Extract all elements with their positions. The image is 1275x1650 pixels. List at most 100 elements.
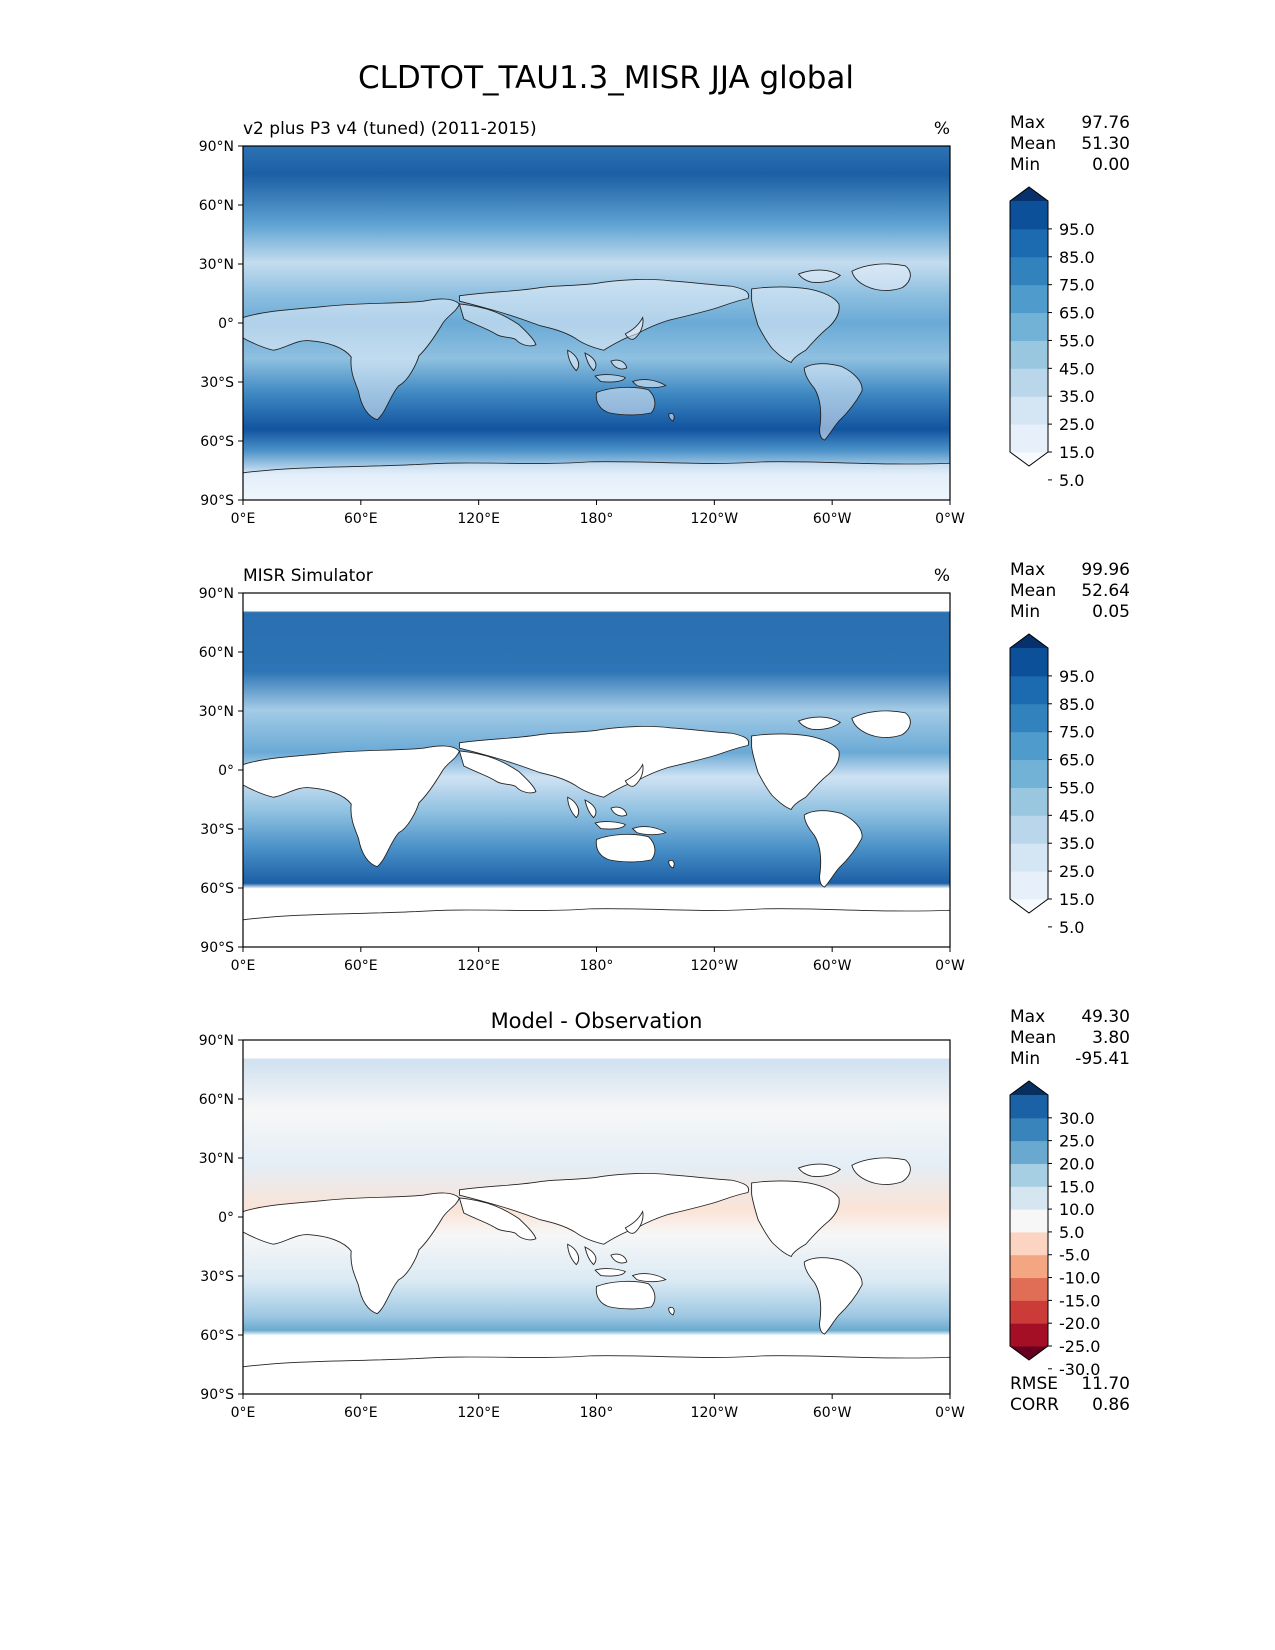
colorbar-segment: [1010, 396, 1048, 425]
colorbar: 95.0 85.0 75.0 65.0 55.0 45.0 35.0 25.0 15.0 5.0: [1009, 633, 1095, 937]
colorbar-segment: [1010, 1323, 1048, 1347]
panel-title: MISR Simulator: [243, 566, 373, 586]
map-panel-1: 90°N 60°N 30°N 0° 30°S 60°S 90°S 0°E 60°E 120°E 18…: [199, 113, 1130, 527]
colorbar-extend-high: [1010, 634, 1048, 648]
lat-tick-label: 30°S: [200, 375, 234, 391]
colorbar-label: 25.0: [1059, 862, 1095, 881]
lat-tick-label: 0°: [218, 316, 234, 332]
lat-tick-label: 0°: [218, 763, 234, 779]
stat-label: Max: [1010, 560, 1045, 580]
colorbar-segment: [1010, 228, 1048, 258]
lat-tick-label: 90°S: [200, 940, 234, 956]
lon-tick-label: 60°E: [344, 511, 378, 527]
stat-label: Min: [1010, 602, 1040, 622]
lon-tick-label: 60°E: [344, 958, 378, 974]
lon-tick-label: 120°E: [457, 511, 500, 527]
colorbar-segment: [1010, 787, 1048, 816]
colorbar-label: 5.0: [1059, 918, 1084, 937]
colorbar-segment: [1010, 201, 1048, 230]
lat-tick-label: 30°S: [200, 822, 234, 838]
stat-label: Mean: [1010, 134, 1056, 154]
lon-tick-label: 120°W: [691, 958, 739, 974]
figure-title: CLDTOT_TAU1.3_MISR JJA global: [358, 60, 854, 96]
stat-value: 3.80: [1092, 1028, 1130, 1048]
lon-tick-label: 60°W: [813, 511, 852, 527]
lon-tick-label: 120°W: [691, 511, 739, 527]
colorbar-segment: [1010, 843, 1048, 872]
colorbar-label: 45.0: [1059, 359, 1095, 378]
stat-label: Min: [1010, 155, 1040, 175]
stat-label: Min: [1010, 1049, 1040, 1069]
colorbar-segment: [1010, 1163, 1048, 1187]
footer-stat-value: 11.70: [1081, 1374, 1130, 1394]
lat-tick-label: 0°: [218, 1210, 234, 1226]
colorbar-label: 15.0: [1059, 443, 1095, 462]
lat-tick-label: 60°N: [199, 198, 234, 214]
panel-title: Model - Observation: [491, 1009, 703, 1033]
lon-tick-label: 60°W: [813, 958, 852, 974]
stat-label: Max: [1010, 113, 1045, 133]
units-label: %: [934, 566, 950, 586]
colorbar-extend-high: [1010, 187, 1048, 201]
colorbar-segment: [1010, 1186, 1048, 1210]
lat-tick-label: 30°S: [200, 1269, 234, 1285]
lat-tick-label: 60°S: [200, 1328, 234, 1344]
stat-label: Mean: [1010, 581, 1056, 601]
colorbar-segment: [1010, 759, 1048, 788]
lon-tick-label: 120°W: [691, 1405, 739, 1421]
lon-tick-label: 60°W: [813, 1405, 852, 1421]
colorbar-segment: [1010, 340, 1048, 369]
map-panel-3: 90°N 60°N 30°N 0° 30°S 60°S 90°S 0°E 60°E 120°E 18…: [199, 1007, 1130, 1421]
colorbar-label: 10.0: [1059, 1200, 1095, 1219]
colorbar-label: 25.0: [1059, 415, 1095, 434]
colorbar-segment: [1010, 1231, 1048, 1256]
colorbar-extend-low: [1010, 899, 1048, 913]
colorbar-segment: [1010, 648, 1048, 677]
lon-tick-label: 120°E: [457, 958, 500, 974]
footer-stat-label: RMSE: [1010, 1374, 1058, 1394]
lon-tick-label: 180°: [580, 1405, 614, 1421]
stat-label: Mean: [1010, 1028, 1056, 1048]
colorbar-label: 15.0: [1059, 890, 1095, 909]
colorbar-extend-high: [1010, 1081, 1048, 1095]
colorbar-label: 15.0: [1059, 1177, 1095, 1196]
lon-tick-label: 180°: [580, 958, 614, 974]
colorbar-label: 95.0: [1059, 667, 1095, 686]
colorbar-segment: [1010, 1117, 1048, 1142]
stat-value: 99.96: [1081, 560, 1130, 580]
colorbar-label: 85.0: [1059, 248, 1095, 267]
lat-tick-label: 30°N: [199, 1151, 234, 1167]
footer-stat-value: 0.86: [1092, 1395, 1130, 1415]
colorbar-label: -25.0: [1059, 1337, 1100, 1356]
lon-tick-label: 0°W: [935, 511, 965, 527]
panel-title: v2 plus P3 v4 (tuned) (2011-2015): [243, 119, 537, 139]
stat-value: 49.30: [1081, 1007, 1130, 1027]
colorbar-label: 30.0: [1059, 1109, 1095, 1128]
colorbar-label: 45.0: [1059, 806, 1095, 825]
colorbar-segment: [1010, 1095, 1048, 1119]
colorbar-segment: [1010, 1300, 1048, 1324]
footer-stat-label: CORR: [1010, 1395, 1059, 1415]
lon-tick-label: 0°W: [935, 958, 965, 974]
colorbar-segment: [1010, 368, 1048, 397]
colorbar-segment: [1010, 815, 1048, 844]
colorbar-segment: [1010, 1277, 1048, 1301]
colorbar-label: 55.0: [1059, 331, 1095, 350]
colorbar-label: 25.0: [1059, 1132, 1095, 1151]
colorbar-label: 75.0: [1059, 723, 1095, 742]
units-label: %: [934, 119, 950, 139]
lon-tick-label: 0°E: [231, 958, 256, 974]
colorbar-segment: [1010, 1209, 1048, 1233]
colorbar-label: -10.0: [1059, 1269, 1100, 1288]
lat-tick-label: 60°S: [200, 434, 234, 450]
colorbar-label: 35.0: [1059, 834, 1095, 853]
stat-value: 97.76: [1081, 113, 1130, 133]
colorbar-label: -30.0: [1059, 1360, 1100, 1379]
stat-value: 0.00: [1092, 155, 1130, 175]
stat-value: 51.30: [1081, 134, 1130, 154]
map-panel-2: 90°N 60°N 30°N 0° 30°S 60°S 90°S 0°E 60°E 120°E 18…: [199, 560, 1130, 974]
lon-tick-label: 0°W: [935, 1405, 965, 1421]
colorbar-label: 85.0: [1059, 695, 1095, 714]
colorbar-label: -20.0: [1059, 1314, 1100, 1333]
colorbar-segment: [1010, 1254, 1048, 1279]
